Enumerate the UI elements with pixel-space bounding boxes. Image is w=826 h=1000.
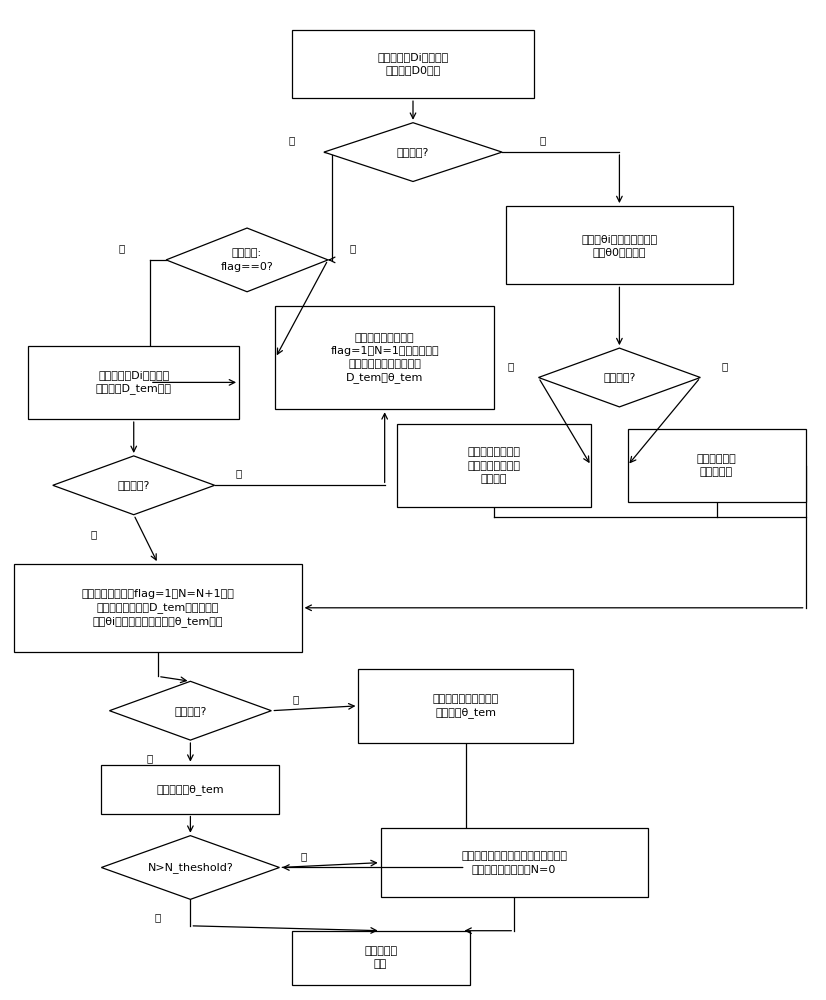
Text: 是: 是 — [539, 135, 546, 145]
Text: 否: 否 — [507, 361, 513, 371]
Text: 更新倾斜角θ_tem: 更新倾斜角θ_tem — [157, 784, 224, 795]
Bar — [396, 424, 591, 507]
Bar — [358, 669, 573, 743]
Text: 异常判断:
flag==0?: 异常判断: flag==0? — [221, 248, 273, 271]
Polygon shape — [102, 836, 279, 899]
Text: 是: 是 — [349, 243, 355, 253]
Text: 是: 是 — [301, 851, 306, 861]
Text: 更新车道线区
域和倾斜角: 更新车道线区 域和倾斜角 — [696, 454, 737, 477]
Bar — [292, 30, 534, 98]
Text: 将临时车道线设为车道线，将原车道
线设为临时车道线，N=0: 将临时车道线设为车道线，将原车道 线设为临时车道线，N=0 — [461, 851, 567, 874]
Text: 当前检测异常，设置
flag=1，N=1，保存当前帧
的检测结果为临时车道线
D_tem，θ_tem: 当前检测异常，设置 flag=1，N=1，保存当前帧 的检测结果为临时车道线 D… — [330, 333, 439, 383]
Bar — [14, 564, 301, 652]
Text: 否: 否 — [292, 694, 299, 704]
Text: 车道线区域Di与初始车
道线区域D0匹配: 车道线区域Di与初始车 道线区域D0匹配 — [377, 52, 449, 76]
Polygon shape — [109, 681, 271, 740]
Text: 是: 是 — [90, 529, 97, 539]
Polygon shape — [166, 228, 328, 292]
Text: 否: 否 — [118, 243, 125, 253]
Text: 匹配成功?: 匹配成功? — [396, 147, 430, 157]
Text: 是: 是 — [722, 361, 728, 371]
Text: 匹配成功?: 匹配成功? — [174, 706, 206, 716]
Text: N>N_theshold?: N>N_theshold? — [148, 862, 233, 873]
Bar — [292, 931, 470, 985]
Bar — [28, 346, 239, 419]
Text: 车辆转弯，更新车
道线区域，设置转
弯倾斜角: 车辆转弯，更新车 道线区域，设置转 弯倾斜角 — [468, 447, 520, 484]
Text: 倾斜角θi与初始车道线倾
斜角θ0进行匹配: 倾斜角θi与初始车道线倾 斜角θ0进行匹配 — [582, 234, 657, 257]
Text: 匹配成功?: 匹配成功? — [117, 480, 150, 490]
Text: 当前帧异常，设置flag=1，N=N+1，更
新临时车道线区域D_tem，车道线倾
斜角θi与临时车道线倾斜角θ_tem匹配: 当前帧异常，设置flag=1，N=N+1，更 新临时车道线区域D_tem，车道线… — [82, 589, 235, 627]
Text: 车辆可能转弯，设置转
弯倾斜角θ_tem: 车辆可能转弯，设置转 弯倾斜角θ_tem — [433, 694, 499, 718]
Polygon shape — [53, 456, 215, 515]
Text: 否: 否 — [288, 135, 295, 145]
Text: 否: 否 — [155, 912, 161, 922]
Bar — [275, 306, 494, 409]
Text: 匹配成功?: 匹配成功? — [603, 372, 635, 382]
Text: 否: 否 — [236, 469, 242, 479]
Polygon shape — [539, 348, 700, 407]
Text: 输出参照车
道线: 输出参照车 道线 — [364, 946, 397, 969]
Bar — [381, 828, 648, 897]
Bar — [628, 429, 805, 502]
Bar — [102, 765, 279, 814]
Text: 是: 是 — [147, 753, 153, 763]
Text: 车道线区域Di与临时车
道线区域D_tem匹配: 车道线区域Di与临时车 道线区域D_tem匹配 — [96, 370, 172, 394]
Polygon shape — [324, 123, 502, 182]
Bar — [506, 206, 733, 284]
